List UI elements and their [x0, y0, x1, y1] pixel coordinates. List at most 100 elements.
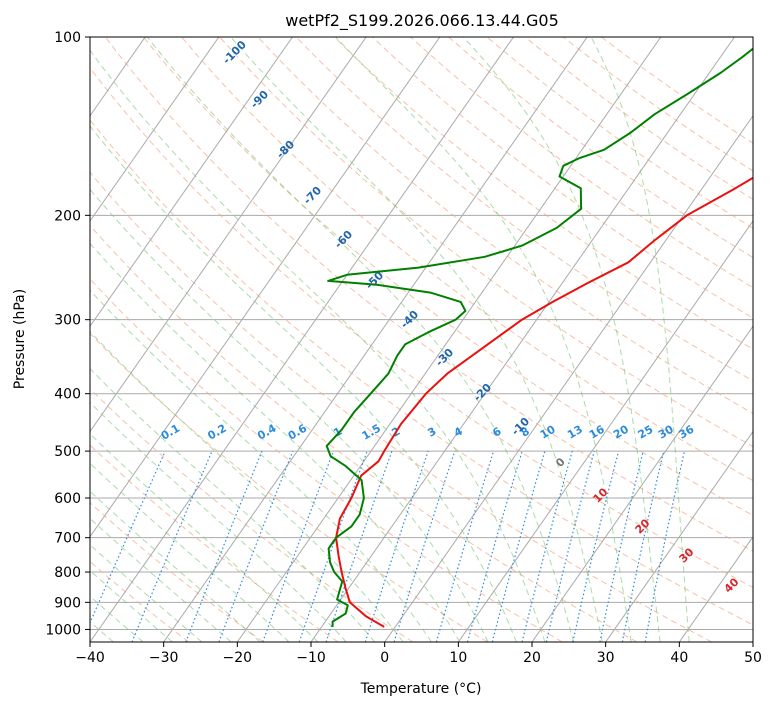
- y-tick-label: 300: [54, 313, 81, 329]
- isobar-lines: [90, 37, 753, 630]
- dry-adiabat-line: [219, 37, 753, 448]
- moist-adiabat-line: [90, 125, 517, 642]
- y-tick-label: 600: [54, 491, 81, 507]
- isotherm-line: [310, 37, 735, 642]
- moist-adiabat-line: [90, 462, 290, 642]
- dry-adiabat-line: [333, 37, 753, 350]
- x-tick-label: 0: [380, 650, 389, 666]
- isotherm-line: [90, 37, 293, 328]
- moist-adiabat-line: [90, 330, 404, 642]
- moist-adiabat-line: [90, 367, 376, 642]
- mixing-ratio-line: [131, 450, 213, 642]
- x-tick-label: 10: [449, 650, 467, 666]
- plot-frame: [89, 36, 754, 643]
- mixing-ratio-label: 6: [490, 424, 503, 439]
- dry-adiabat-line: [90, 224, 638, 642]
- y-tick-label: 800: [54, 565, 81, 581]
- mixing-ratio-line: [364, 450, 429, 642]
- dry-adiabat-line: [257, 37, 753, 414]
- dry-adiabat-line: [90, 444, 339, 642]
- profile-series: [325, 47, 753, 628]
- dry-adiabat-line: [295, 37, 753, 382]
- mixing-ratio-label: 1: [331, 425, 344, 440]
- dry-adiabat-label: 40: [722, 575, 742, 595]
- temperature-line: [335, 176, 753, 628]
- mixing-ratio-label: 30: [656, 423, 676, 442]
- mixing-ratio-label: 10: [538, 423, 558, 442]
- dry-adiabat-line: [90, 119, 753, 626]
- dry-adiabat-line: [104, 37, 753, 552]
- isoline-labels: 0.1 0.2 0.4 0.6 1 1.5 2 3 4 6 8 10 13 16 20 25 30 36-100-…: [159, 38, 742, 596]
- dry-adiabat-line: [562, 37, 753, 172]
- mixing-ratio-line: [262, 450, 334, 642]
- moist-adiabat-line: [90, 289, 432, 642]
- isotherm-lines: [90, 37, 753, 642]
- x-axis-ticks: −40 −30 −20 −10 0 10 20 30 40 50: [75, 642, 762, 666]
- mixing-ratio-line: [325, 450, 393, 642]
- x-tick-label: 20: [523, 650, 541, 666]
- mixing-ratio-lines: [90, 450, 686, 642]
- mixing-ratio-line: [466, 450, 523, 642]
- moist-adiabat-line: [90, 188, 489, 642]
- isotherm-line: [605, 430, 753, 642]
- dry-adiabat-lines: [90, 37, 753, 642]
- moist-adiabat-line: [90, 544, 203, 642]
- mixing-ratio-line: [435, 450, 495, 642]
- isotherm-line: [531, 325, 753, 642]
- isotherm-line: [90, 37, 367, 433]
- dry-adiabat-line: [90, 278, 563, 642]
- dry-adiabat-line: [90, 67, 753, 589]
- dry-adiabat-label: -40: [398, 308, 421, 331]
- isotherm-line: [236, 37, 662, 642]
- y-tick-label: 500: [54, 444, 81, 460]
- dry-adiabat-label: -30: [433, 346, 456, 369]
- moist-adiabat-line: [90, 517, 232, 642]
- y-tick-label: 100: [54, 30, 81, 46]
- mixing-ratio-line: [599, 450, 644, 642]
- dry-adiabat-label: 0: [553, 455, 568, 470]
- dry-adiabat-label: -80: [274, 138, 297, 161]
- y-tick-label: 700: [54, 531, 81, 547]
- mixing-ratio-line: [393, 450, 456, 642]
- mixing-ratio-line: [185, 450, 263, 642]
- y-axis-label: Pressure (hPa): [12, 289, 28, 389]
- dewpoint-line: [325, 47, 753, 627]
- dry-adiabat-line: [90, 502, 264, 642]
- dry-adiabat-line: [447, 37, 753, 259]
- x-tick-label: 50: [744, 650, 762, 666]
- x-tick-label: 40: [670, 650, 688, 666]
- dry-adiabat-line: [409, 37, 753, 289]
- isotherm-line: [752, 641, 753, 642]
- dry-adiabat-label: 30: [677, 545, 697, 565]
- plot-area: 0.1 0.2 0.4 0.6 1 1.5 2 3 4 6 8 10 13 16 20 25 30 36-100-…: [90, 37, 753, 642]
- dry-adiabat-line: [524, 37, 753, 201]
- isotherm-line: [90, 37, 514, 642]
- mixing-ratio-label: 0.4: [255, 421, 279, 442]
- dry-adiabat-line: [486, 37, 753, 229]
- x-tick-label: −20: [223, 650, 253, 666]
- y-tick-label: 200: [54, 208, 81, 224]
- dry-adiabat-label: 20: [633, 516, 653, 536]
- mixing-ratio-line: [218, 450, 294, 642]
- x-tick-label: 30: [597, 650, 615, 666]
- y-tick-label: 900: [54, 595, 81, 611]
- moist-adiabat-line: [462, 37, 661, 642]
- dry-adiabat-line: [180, 37, 753, 482]
- chart-title: wetPf2_S199.2026.066.13.44.G05: [285, 11, 559, 31]
- mixing-ratio-line: [491, 450, 546, 642]
- moist-adiabat-line: [90, 49, 546, 642]
- x-tick-label: −40: [75, 650, 105, 666]
- y-tick-label: 1000: [45, 622, 81, 638]
- moist-adiabat-line: [334, 37, 632, 642]
- dry-adiabat-line: [600, 37, 753, 144]
- dry-adiabat-line: [90, 387, 414, 642]
- isotherm-line: [457, 220, 753, 642]
- moist-adiabat-line: [590, 37, 690, 642]
- moist-adiabat-line: [90, 433, 319, 642]
- moist-adiabat-line: [90, 595, 144, 642]
- mixing-ratio-line: [298, 450, 368, 642]
- mixing-ratio-label: 20: [611, 423, 631, 442]
- dry-adiabat-label: -70: [301, 184, 324, 207]
- isotherm-line: [90, 37, 441, 538]
